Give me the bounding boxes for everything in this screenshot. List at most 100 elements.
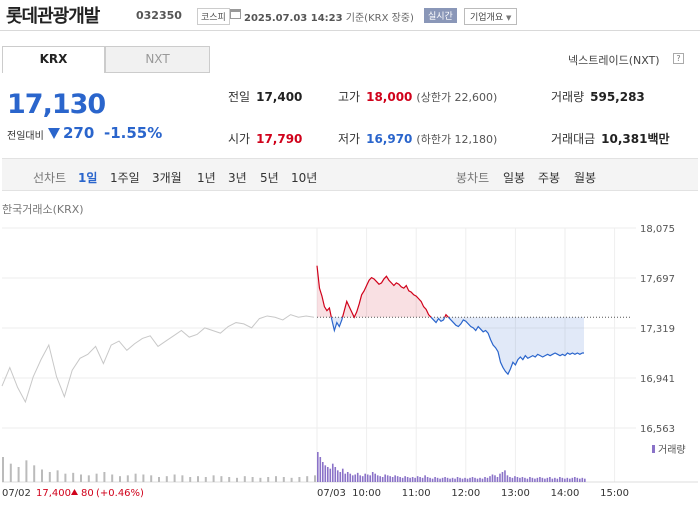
- volume-bar: [64, 473, 67, 482]
- volume-bar: [484, 477, 486, 482]
- x-tick-label: 12:00: [451, 488, 480, 499]
- tab-krx[interactable]: KRX: [2, 46, 105, 73]
- company-overview-button[interactable]: 기업개요 ▼: [464, 8, 518, 25]
- volume-bar: [251, 477, 254, 482]
- volume-legend-label: 거래량: [658, 444, 686, 456]
- volume-bar: [366, 474, 369, 482]
- volume-bar: [33, 465, 36, 482]
- volume-bar: [446, 477, 449, 482]
- volume-bar: [329, 468, 332, 482]
- period-10y[interactable]: 10년: [291, 171, 318, 185]
- candle-monthly[interactable]: 월봉: [574, 171, 597, 185]
- chart-title: 한국거래소(KRX): [2, 203, 84, 216]
- volume-bar: [165, 476, 168, 482]
- period-5y[interactable]: 5년: [260, 171, 279, 185]
- volume-bar: [158, 477, 160, 482]
- volume-bar: [474, 477, 476, 482]
- down-arrow-icon: [48, 128, 60, 139]
- prev-day-change-pct: (+0.46%): [96, 488, 144, 499]
- volume-bar: [56, 470, 59, 482]
- volume-bar: [404, 476, 406, 482]
- volume-bar: [243, 476, 246, 482]
- up-line: [341, 275, 432, 319]
- down-area: [431, 317, 445, 323]
- volume-bar: [524, 477, 526, 482]
- volume-bar: [499, 473, 501, 482]
- volume-bar: [361, 476, 364, 482]
- volume-bar: [359, 475, 362, 482]
- volume-bar: [236, 477, 238, 482]
- volume-bar: [142, 474, 145, 482]
- stat-volume: 거래량 595,283: [551, 88, 645, 105]
- chevron-down-icon: ▼: [506, 14, 512, 22]
- volume-bar: [344, 473, 347, 482]
- volume-bar: [561, 477, 564, 482]
- stock-name: 롯데관광개발: [6, 6, 100, 27]
- volume-bar: [87, 475, 90, 482]
- market-badge: 코스피: [197, 8, 230, 25]
- volume-bar: [80, 474, 82, 482]
- period-1y[interactable]: 1년: [197, 171, 216, 185]
- volume-bar: [314, 475, 316, 482]
- volume-bar: [126, 475, 129, 482]
- volume-bar: [349, 473, 352, 482]
- volume-bar: [306, 476, 309, 482]
- volume-bar: [411, 477, 414, 482]
- volume-bar: [317, 452, 319, 482]
- volume-bar: [111, 474, 114, 482]
- volume-bar: [476, 478, 479, 482]
- volume-bar: [466, 478, 469, 482]
- period-3m[interactable]: 3개월: [152, 171, 182, 185]
- volume-bar: [501, 472, 504, 482]
- volume-bar: [516, 477, 519, 482]
- volume-bar: [441, 477, 444, 482]
- stat-amount: 거래대금 10,381백만: [551, 130, 670, 147]
- change-value: 270: [63, 124, 95, 142]
- calendar-icon: [230, 9, 241, 19]
- stat-high-label: 고가: [338, 90, 361, 104]
- volume-bar: [531, 477, 534, 482]
- volume-bar: [369, 475, 372, 482]
- realtime-badge[interactable]: 실시간: [424, 8, 457, 23]
- period-3y[interactable]: 3년: [228, 171, 247, 185]
- volume-bar: [566, 477, 569, 482]
- stat-lower-limit: (하한가 12,180): [416, 133, 498, 146]
- tab-nxt[interactable]: NXT: [105, 46, 210, 73]
- x-tick-label: 13:00: [501, 488, 530, 499]
- volume-bar: [486, 477, 489, 482]
- volume-bar: [506, 475, 509, 482]
- volume-bar: [551, 478, 554, 482]
- up-line: [316, 265, 332, 318]
- chart-grid: [2, 227, 698, 483]
- volume-bar: [431, 478, 434, 482]
- up-area: [317, 265, 332, 318]
- volume-bar: [212, 475, 215, 482]
- period-1d[interactable]: 1일: [78, 171, 98, 185]
- volume-bar: [576, 477, 579, 482]
- volume-bar: [376, 475, 379, 482]
- period-1w[interactable]: 1주일: [110, 171, 140, 185]
- y-tick-label: 17,319: [640, 324, 675, 335]
- volume-bar: [419, 477, 421, 482]
- volume-bar: [386, 475, 389, 482]
- chart-lines: [1, 265, 632, 404]
- stat-upper-limit: (상한가 22,600): [416, 91, 498, 104]
- up-line: [444, 313, 449, 318]
- stat-open-label: 시가: [228, 132, 251, 146]
- volume-bar: [439, 478, 441, 482]
- volume-bar: [334, 467, 337, 482]
- help-icon[interactable]: ?: [673, 53, 684, 64]
- volume-bar: [579, 478, 581, 482]
- candle-daily[interactable]: 일봉: [503, 171, 526, 185]
- volume-bar: [504, 470, 506, 482]
- volume-bar: [491, 474, 494, 482]
- volume-bar: [150, 475, 153, 482]
- prev-day-change: 80: [81, 488, 94, 499]
- volume-bar: [424, 475, 426, 482]
- candle-weekly[interactable]: 주봉: [538, 171, 561, 185]
- volume-bar: [421, 477, 424, 482]
- volume-bar: [556, 478, 559, 482]
- down-line: [430, 316, 446, 324]
- stat-amount-unit: 백만: [647, 132, 670, 146]
